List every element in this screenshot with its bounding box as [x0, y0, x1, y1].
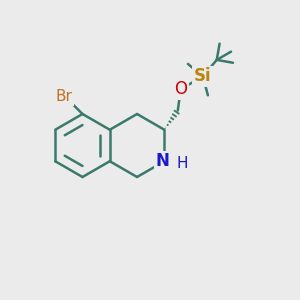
- Text: N: N: [156, 152, 170, 170]
- Text: Br: Br: [56, 89, 72, 104]
- Text: Si: Si: [194, 68, 212, 85]
- Text: H: H: [177, 156, 188, 171]
- Text: O: O: [174, 80, 187, 98]
